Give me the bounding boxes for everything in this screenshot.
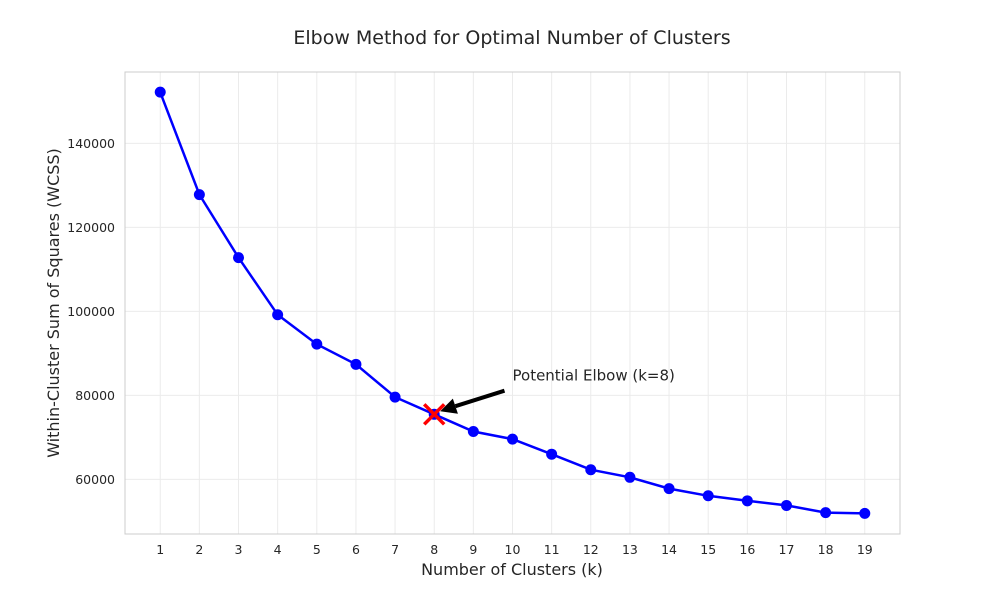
data-point [389, 391, 401, 403]
elbow-highlight-marker [422, 403, 446, 426]
y-tick-label: 120000 [67, 220, 115, 235]
x-tick-label: 10 [505, 542, 521, 557]
data-point [311, 338, 323, 350]
x-tick-label: 17 [779, 542, 795, 557]
x-tick-label: 16 [739, 542, 755, 557]
x-tick-label: 15 [700, 542, 716, 557]
x-tick-label: 13 [622, 542, 638, 557]
data-point [350, 358, 362, 370]
data-point [820, 507, 832, 519]
x-tick-label: 12 [583, 542, 599, 557]
x-tick-label: 9 [469, 542, 477, 557]
x-tick-label: 8 [430, 542, 438, 557]
grid [125, 72, 900, 534]
x-axis-label: Number of Clusters (k) [421, 560, 603, 579]
plot-frame [124, 71, 901, 535]
data-point [702, 490, 714, 502]
data-point [193, 189, 205, 201]
highlight-x-stroke [422, 403, 446, 426]
x-tick-label: 14 [661, 542, 677, 557]
data-point [585, 464, 597, 476]
data-point [859, 507, 871, 519]
x-tick-label: 2 [195, 542, 203, 557]
data-point [233, 252, 245, 264]
data-point [741, 495, 753, 507]
data-point [272, 309, 284, 321]
annotation-arrow-head [440, 398, 458, 414]
y-tick-label: 100000 [67, 304, 115, 319]
chart-title: Elbow Method for Optimal Number of Clust… [293, 27, 730, 49]
data-point [467, 426, 479, 438]
x-tick-label: 5 [313, 542, 321, 557]
y-axis-ticks: 60000 80000 100000 120000 140000 [67, 136, 115, 487]
y-axis-label: Within-Cluster Sum of Squares (WCSS) [44, 148, 63, 458]
annotation-text: Potential Elbow (k=8) [513, 367, 675, 385]
x-tick-label: 3 [235, 542, 243, 557]
x-tick-label: 11 [544, 542, 560, 557]
x-tick-label: 4 [274, 542, 282, 557]
data-point [624, 471, 636, 483]
x-tick-label: 1 [156, 542, 164, 557]
x-tick-label: 19 [857, 542, 873, 557]
data-point [546, 448, 558, 460]
annotation-arrow [454, 388, 506, 409]
x-axis-ticks: 1 2 3 4 5 6 7 8 9 10 11 12 13 14 15 16 17 18 19 [156, 542, 873, 557]
x-tick-label: 7 [391, 542, 399, 557]
data-point [507, 433, 518, 445]
data-point [154, 86, 166, 98]
y-tick-label: 140000 [67, 136, 115, 151]
data-point [780, 499, 792, 511]
y-tick-label: 60000 [75, 472, 115, 487]
y-tick-label: 80000 [75, 388, 115, 403]
data-point [663, 483, 675, 495]
x-tick-label: 18 [818, 542, 834, 557]
elbow-annotation: Potential Elbow (k=8) [440, 367, 675, 414]
x-tick-label: 6 [352, 542, 360, 557]
